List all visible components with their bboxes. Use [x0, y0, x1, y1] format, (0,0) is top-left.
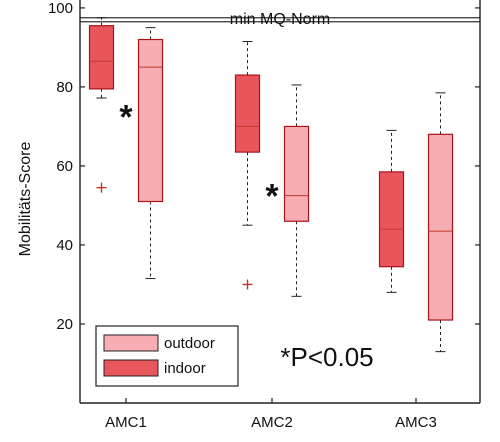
significance-star: * [119, 99, 133, 137]
boxes [88, 17, 454, 353]
y-tick-label: 80 [56, 79, 73, 96]
legend-label-indoor: indoor [164, 360, 206, 377]
y-tick-label: 100 [48, 0, 73, 17]
p-value-annotation: *P<0.05 [280, 342, 373, 372]
annotations: * * *P<0.05 [119, 99, 373, 372]
x-tick-label: AMC1 [105, 414, 147, 431]
box-outdoor-amc3 [427, 133, 454, 321]
axes: 20 40 60 80 100 AMC1 AMC2 AMC3 [48, 0, 481, 431]
box-indoor-amc2 [234, 74, 261, 153]
y-tick-label: 40 [56, 237, 73, 254]
legend-swatch-outdoor [103, 334, 159, 352]
y-axis-label: Mobilitäts-Score [17, 142, 34, 257]
box-indoor-amc1 [88, 25, 115, 90]
legend-label-outdoor: outdoor [164, 335, 215, 352]
reference-line-label: min MQ-Norm [230, 11, 330, 28]
y-tick-label: 60 [56, 158, 73, 175]
box-indoor-amc3 [378, 171, 405, 268]
reference-line-group: min MQ-Norm [80, 11, 480, 28]
x-tick-label: AMC2 [251, 414, 293, 431]
legend: outdoor indoor [95, 325, 239, 387]
box-outdoor-amc1 [137, 38, 164, 203]
box-outdoor-amc2 [283, 125, 310, 222]
x-tick-label: AMC3 [395, 414, 437, 431]
y-tick-label: 20 [56, 316, 73, 333]
significance-star: * [265, 178, 279, 216]
legend-swatch-indoor [103, 359, 159, 377]
